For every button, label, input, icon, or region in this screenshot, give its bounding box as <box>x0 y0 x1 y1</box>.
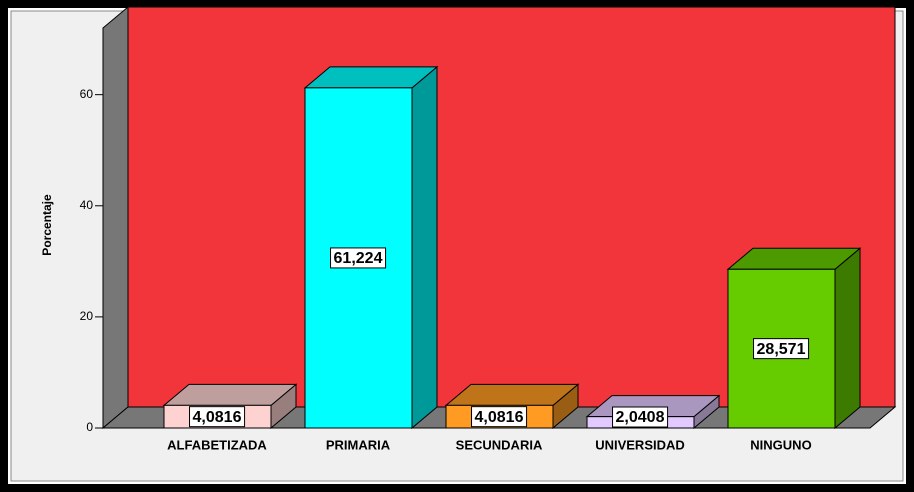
y-axis-label: Porcentaje <box>40 194 54 256</box>
x-tick-label: NINGUNO <box>750 437 811 452</box>
value-label-box <box>189 406 246 428</box>
value-label: 28,571 <box>757 341 806 358</box>
y-tick-label: 60 <box>80 87 94 101</box>
value-label-box <box>753 338 810 360</box>
bar-side <box>411 65 438 430</box>
x-tick-label: SECUNDARIA <box>456 437 543 452</box>
value-label-box <box>471 406 528 428</box>
bar-side <box>834 247 861 430</box>
value-label: 4,0816 <box>475 409 524 426</box>
y-tick-label: 40 <box>80 198 94 212</box>
x-tick-label: ALFABETIZADA <box>167 437 267 452</box>
value-label-box <box>330 247 387 269</box>
value-label: 4,0816 <box>193 409 242 426</box>
side-wall <box>102 5 129 430</box>
value-label: 61,224 <box>334 250 383 267</box>
y-tick-label: 20 <box>80 309 94 323</box>
x-tick-label: PRIMARIA <box>326 437 391 452</box>
value-label: 2,0408 <box>616 409 665 426</box>
y-tick-label: 0 <box>86 420 93 434</box>
x-tick-label: UNIVERSIDAD <box>595 437 685 452</box>
value-label-box <box>612 406 669 428</box>
